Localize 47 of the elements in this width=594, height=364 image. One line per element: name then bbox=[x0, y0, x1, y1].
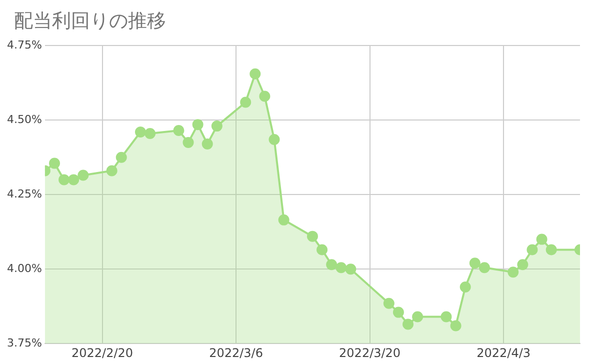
point bbox=[412, 311, 424, 322]
point bbox=[192, 119, 204, 130]
point bbox=[116, 152, 127, 163]
point bbox=[144, 128, 156, 140]
point bbox=[336, 262, 347, 274]
point bbox=[326, 259, 338, 270]
point bbox=[250, 68, 261, 80]
chart-title: 配当利回りの推移 bbox=[14, 9, 166, 34]
point bbox=[402, 318, 414, 330]
point bbox=[106, 165, 118, 176]
point bbox=[316, 244, 328, 256]
point bbox=[78, 170, 89, 181]
point bbox=[306, 230, 318, 242]
x-tick-label: 2022/3/20 bbox=[339, 346, 401, 360]
point bbox=[536, 234, 548, 245]
point bbox=[392, 306, 404, 318]
point bbox=[240, 96, 252, 108]
y-tick-label: 4.25% bbox=[6, 187, 42, 200]
point bbox=[211, 120, 222, 132]
point bbox=[383, 298, 394, 309]
point bbox=[546, 244, 557, 256]
y-tick-label: 4.50% bbox=[6, 112, 42, 126]
point bbox=[450, 320, 462, 332]
x-tick-label: 2022/3/6 bbox=[209, 346, 263, 360]
y-tick-label: 4.75% bbox=[6, 38, 42, 52]
y-tick-label: 3.75% bbox=[6, 336, 42, 350]
point bbox=[278, 214, 290, 226]
point bbox=[182, 136, 194, 148]
y-tick-label: 4.00% bbox=[6, 262, 42, 275]
point bbox=[440, 311, 452, 322]
point bbox=[268, 134, 280, 145]
point bbox=[134, 126, 146, 138]
point bbox=[68, 174, 80, 186]
point bbox=[259, 90, 270, 102]
point bbox=[517, 259, 528, 270]
point bbox=[173, 125, 184, 136]
x-tick-label: 2022/4/3 bbox=[476, 346, 531, 360]
point bbox=[345, 264, 356, 275]
point bbox=[58, 174, 70, 186]
point bbox=[202, 138, 213, 150]
point bbox=[526, 244, 538, 256]
point bbox=[508, 266, 519, 278]
point bbox=[49, 158, 60, 169]
point bbox=[460, 281, 471, 292]
point bbox=[469, 258, 480, 269]
x-tick-label: 2022/2/20 bbox=[72, 346, 134, 360]
point bbox=[478, 262, 490, 274]
